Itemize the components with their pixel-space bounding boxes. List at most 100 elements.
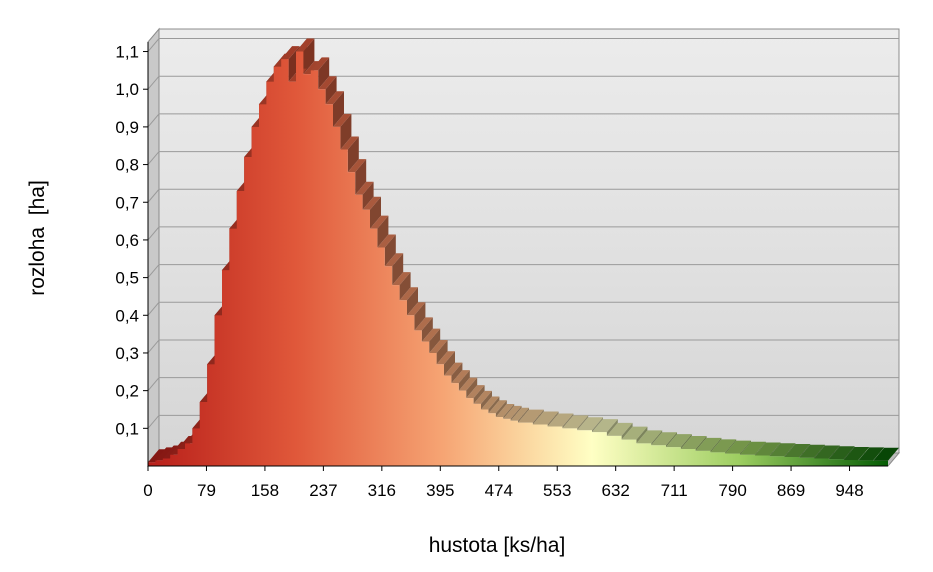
x-axis-title: hustota [ks/ha] [429,534,566,557]
area-step-face [444,351,455,376]
area-top-face [510,407,529,421]
area-step-face [606,419,618,436]
area-step-face [769,442,781,457]
area-step-face [407,287,418,316]
area-top-face [695,437,722,451]
y-tick-label: 1,1 [115,43,139,62]
area-top-face [725,440,751,454]
area-top-face [370,215,389,229]
area-top-face [784,443,811,457]
area-step-face [547,411,559,427]
tick-labels-layer: 0,1 0,2 0,3 0,4 0,5 0,6 0,7 0,8 0,9 1,0 1,1 0 79 158 2… [115,43,863,500]
y-tick-label: 0,7 [115,193,139,212]
area-top-face [495,404,515,418]
area-top-face [577,417,603,431]
area-top-face [858,447,885,461]
area-step-face [621,422,633,440]
side-wall [147,27,160,468]
area-top-face [769,443,796,457]
area-top-face [407,302,426,316]
area-step-face [495,400,507,418]
area-step-face [828,445,840,460]
x-tick-label: 237 [309,481,337,500]
x-tick-label: 553 [543,481,571,500]
area-step-face [666,432,677,448]
area-top-face [347,159,367,173]
area-step-face [473,385,485,404]
y-tick-label: 0,5 [115,269,139,288]
y-axis-title: rozloha [ha] [26,180,49,296]
area-step-face [740,440,751,455]
area-step-face [481,390,492,410]
area-top-face [281,46,300,60]
area-top-face [340,136,359,150]
area-top-face [362,196,381,210]
area-step-face [651,430,663,446]
area-step-face [384,234,396,267]
y-tick-label: 0,6 [115,231,139,250]
area-step-face [799,443,811,458]
area-step-face [510,405,522,421]
area-step-face [414,302,426,331]
x-tick-label: 948 [835,481,863,500]
area-top-face [651,432,677,446]
y-tick-label: 0,9 [115,118,139,137]
area-step-face [503,404,515,419]
area-step-face [466,377,478,399]
area-step-face [347,136,359,173]
area-step-face [592,417,603,433]
area-step-face [695,436,707,451]
area-top-face [814,445,840,459]
area-step-face [562,413,574,429]
area-top-face [333,113,352,127]
x-tick-label: 474 [485,481,513,500]
area-step-face [488,396,500,414]
area-top-face [621,426,648,440]
area-top-face [148,449,167,463]
area-top-face [377,234,396,248]
area-top-face [680,436,707,450]
area-step-face [577,415,589,431]
area-top-face [710,439,737,453]
y-gridline [147,339,899,354]
area-top-face [740,441,766,455]
area-step-face [458,370,470,391]
area-top-face [606,422,633,436]
x-tick-label: 79 [197,481,216,500]
area-top-face [843,446,870,460]
y-gridline [147,264,899,278]
x-tick-label: 158 [251,481,279,500]
x-tick-label: 869 [777,481,805,500]
area-step-face [399,272,411,301]
area-top-face [592,419,618,433]
y-gridline [147,188,899,203]
area-top-face [458,377,478,391]
x-tick-label: 711 [661,481,688,500]
y-tick-label: 0,4 [115,306,139,325]
area-step-face [370,196,381,229]
area-step-face [532,409,544,425]
area-top-face [414,317,433,331]
x-tick-label: 632 [601,481,629,500]
y-gridline [147,151,899,165]
area-series-front [148,51,888,467]
area-top-face [503,405,522,419]
area-top-face [325,91,344,105]
y-gridline [147,377,899,391]
y-tick-label: 1,0 [115,80,139,99]
area-step-face [814,444,825,459]
area-top-face [828,446,855,460]
area-step-face [303,38,315,75]
area-step-face [436,339,448,365]
area-top-face [399,287,418,301]
area-top-face [355,181,374,195]
area-step-face [784,443,796,457]
area-top-face [436,351,455,365]
area-top-face [518,409,544,423]
area-step-face [392,253,404,286]
area-top-face [873,447,899,461]
area-top-face [310,57,330,71]
y-tick-label: 0,2 [115,382,139,401]
x-tick-label: 316 [368,481,396,500]
y-gridline [147,226,899,241]
